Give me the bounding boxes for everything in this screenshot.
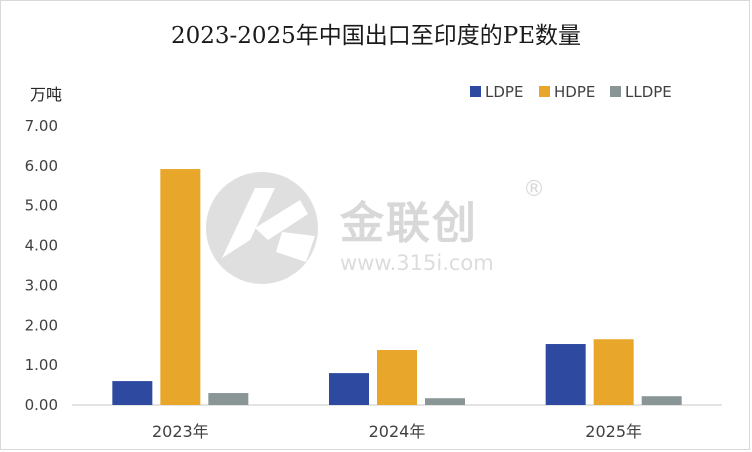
x-category-label: 2023年 bbox=[152, 422, 209, 441]
watermark-registered: ® bbox=[523, 177, 545, 202]
bar-ldpe-3 bbox=[545, 344, 586, 405]
bar-hdpe-1 bbox=[160, 169, 201, 405]
legend-label-lldpe: LLDPE bbox=[625, 83, 672, 101]
bar-lldpe-1 bbox=[208, 393, 249, 405]
y-axis-unit: 万吨 bbox=[30, 85, 62, 104]
legend-swatch-hdpe bbox=[539, 86, 550, 97]
bar-ldpe-1 bbox=[112, 381, 153, 405]
y-tick-label: 4.00 bbox=[25, 237, 58, 255]
y-tick-label: 0.00 bbox=[25, 396, 58, 414]
legend: LDPE HDPE LLDPE bbox=[470, 83, 672, 101]
bar-hdpe-2 bbox=[377, 349, 417, 405]
bar-lldpe-2 bbox=[425, 398, 465, 405]
y-tick-label: 3.00 bbox=[25, 276, 58, 294]
legend-label-ldpe: LDPE bbox=[485, 83, 523, 101]
y-tick-label: 7.00 bbox=[25, 117, 58, 135]
bar-hdpe-3 bbox=[593, 339, 634, 405]
jinlianchuang-logo-icon bbox=[206, 172, 318, 284]
bar-lldpe-3 bbox=[641, 396, 682, 405]
y-axis-ticks: 0.00 1.00 2.00 3.00 4.00 5.00 6.00 7.00 bbox=[25, 117, 58, 414]
y-tick-label: 5.00 bbox=[25, 197, 58, 215]
watermark-brand: 金联创 bbox=[339, 198, 478, 249]
bars bbox=[112, 169, 682, 405]
y-tick-label: 6.00 bbox=[25, 157, 58, 175]
legend-label-hdpe: HDPE bbox=[554, 83, 595, 101]
x-category-label: 2024年 bbox=[369, 422, 426, 441]
chart-title: 2023-2025年中国出口至印度的PE数量 bbox=[170, 23, 582, 49]
y-tick-label: 1.00 bbox=[25, 356, 58, 374]
bar-ldpe-2 bbox=[329, 373, 369, 405]
watermark-url: www.315i.com bbox=[340, 251, 494, 275]
x-axis-categories: 2023年 2024年 2025年 bbox=[152, 422, 642, 441]
y-tick-label: 2.00 bbox=[25, 316, 58, 334]
legend-swatch-ldpe bbox=[470, 86, 481, 97]
x-category-label: 2025年 bbox=[585, 422, 642, 441]
legend-swatch-lldpe bbox=[610, 86, 621, 97]
watermark: 金联创 ® www.315i.com bbox=[206, 172, 545, 284]
